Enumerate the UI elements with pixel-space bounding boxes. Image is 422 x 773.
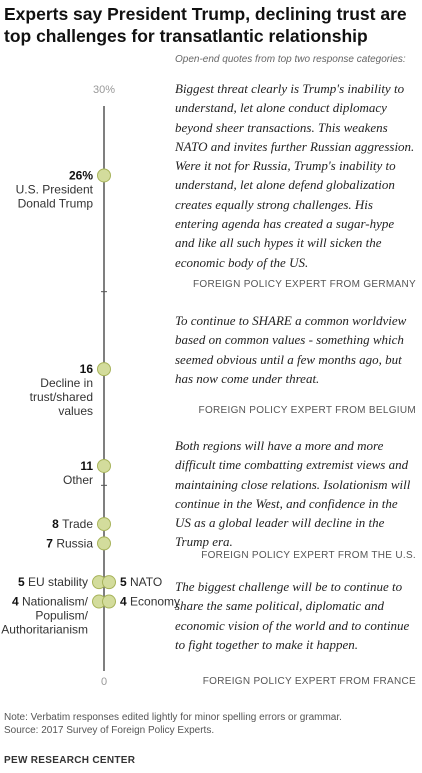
dot-trade bbox=[97, 517, 111, 532]
label-economy: 4 Economy bbox=[120, 595, 180, 609]
quote-france: The biggest challenge will be to continu… bbox=[175, 579, 410, 652]
label-line: Donald Trump bbox=[18, 196, 94, 210]
quote-germany: Biggest threat clearly is Trump's inabil… bbox=[175, 81, 415, 270]
source-text: Source: 2017 Survey of Foreign Policy Ex… bbox=[4, 725, 215, 736]
dot-other bbox=[97, 458, 111, 473]
quote-source-germany: FOREIGN POLICY EXPERT FROM GERMANY bbox=[192, 279, 416, 290]
quotes-subtitle: Open-end quotes from top two response ca… bbox=[175, 54, 406, 65]
quote-belgium: To continue to SHARE a common worldview … bbox=[175, 313, 407, 386]
value-decline-in-trust-shared-values: 16 bbox=[80, 362, 94, 376]
axis-min-label: 0 bbox=[101, 676, 107, 688]
label-russia: 7 Russia bbox=[46, 536, 93, 550]
note-text: Note: Verbatim responses edited lightly … bbox=[4, 712, 342, 723]
quote-source-us: FOREIGN POLICY EXPERT FROM THE U.S. bbox=[201, 550, 416, 561]
value-u-s-president-donald-trump: 26% bbox=[69, 168, 93, 182]
label-nationalism: 4 Nationalism/ bbox=[12, 595, 89, 609]
dot-decline-in-trust-shared-values bbox=[97, 362, 111, 377]
label-line: Authoritarianism bbox=[1, 623, 88, 637]
label-line: values bbox=[58, 404, 93, 418]
dot-economy bbox=[102, 594, 116, 609]
label-eu-stability: 5 EU stability bbox=[18, 575, 88, 589]
footnote: Note: Verbatim responses edited lightly … bbox=[4, 711, 342, 737]
label-line: trust/shared bbox=[30, 390, 93, 404]
label-line: Populism/ bbox=[35, 609, 88, 623]
quote-us: Both regions will have a more and more d… bbox=[175, 438, 411, 550]
chart-title: Experts say President Trump, declining t… bbox=[4, 4, 407, 46]
value-other: 11 bbox=[80, 459, 93, 473]
quote-source-belgium: FOREIGN POLICY EXPERT FROM BELGIUM bbox=[198, 405, 416, 416]
pew-brand: PEW RESEARCH CENTER bbox=[4, 755, 136, 766]
quote-source-france: FOREIGN POLICY EXPERT FROM FRANCE bbox=[202, 676, 416, 687]
dot-u-s-president-donald-trump bbox=[97, 168, 111, 183]
axis-max-label: 30% bbox=[93, 84, 115, 96]
dot-nato bbox=[102, 575, 116, 590]
label-nato: 5 NATO bbox=[120, 575, 162, 589]
label-trade: 8 Trade bbox=[52, 517, 93, 531]
dot-russia bbox=[97, 536, 111, 551]
label-line: Other bbox=[63, 473, 93, 487]
label-line: U.S. President bbox=[16, 182, 94, 196]
label-line: Decline in bbox=[40, 376, 93, 390]
